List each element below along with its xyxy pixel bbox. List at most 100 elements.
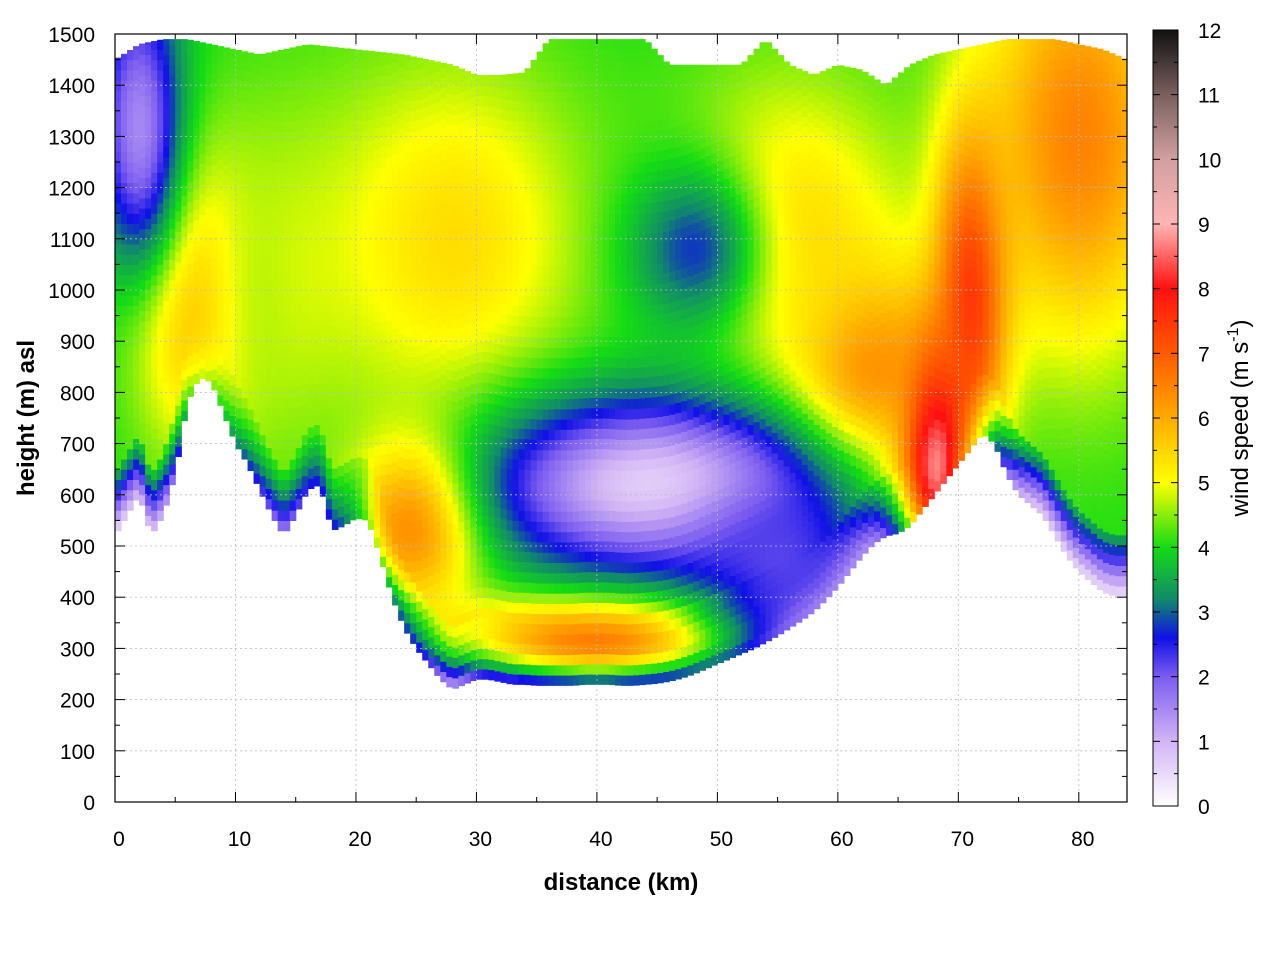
wind-cell xyxy=(681,421,688,432)
wind-cell xyxy=(422,362,429,374)
wind-cell xyxy=(566,459,574,471)
wind-cell xyxy=(169,64,176,76)
wind-cell xyxy=(560,408,568,420)
wind-cell xyxy=(115,90,122,102)
wind-cell xyxy=(223,256,231,268)
wind-cell xyxy=(596,397,604,409)
wind-cell xyxy=(681,636,688,647)
wind-cell xyxy=(645,161,652,173)
wind-cell xyxy=(470,403,478,415)
wind-cell xyxy=(518,243,526,255)
wind-cell xyxy=(566,326,574,338)
wind-cell xyxy=(331,447,339,459)
wind-cell xyxy=(410,397,417,409)
wind-cell xyxy=(392,400,399,411)
wind-cell xyxy=(277,315,285,327)
wind-cell xyxy=(584,151,592,163)
wind-cell xyxy=(464,314,471,326)
wind-cell xyxy=(398,384,405,396)
wind-cell xyxy=(488,464,496,476)
wind-cell xyxy=(349,171,357,183)
wind-cell xyxy=(542,203,550,215)
wind-cell xyxy=(428,329,435,341)
wind-cell xyxy=(590,80,598,91)
wind-cell xyxy=(675,228,682,240)
wind-cell xyxy=(410,387,417,399)
wind-cell xyxy=(627,593,634,604)
wind-cell xyxy=(307,365,315,377)
wind-cell xyxy=(494,466,502,477)
wind-cell xyxy=(584,479,592,491)
wind-cell xyxy=(554,326,562,338)
wind-cell xyxy=(307,426,315,438)
wind-cell xyxy=(476,382,484,393)
wind-cell xyxy=(259,342,267,354)
wind-cell xyxy=(398,415,405,427)
wind-cell xyxy=(470,291,478,303)
wind-cell xyxy=(337,506,345,518)
wind-cell xyxy=(554,203,562,215)
wind-cell xyxy=(554,582,562,594)
wind-cell xyxy=(476,208,484,219)
wind-cell xyxy=(386,64,393,76)
wind-cell xyxy=(175,364,182,376)
wind-cell xyxy=(205,63,212,75)
wind-cell xyxy=(235,172,243,184)
wind-cell xyxy=(488,546,496,558)
wind-cell xyxy=(241,264,249,276)
wind-cell xyxy=(349,417,357,429)
wind-cell xyxy=(247,52,255,62)
wind-cell xyxy=(139,402,146,414)
wind-cell xyxy=(392,338,399,350)
wind-cell xyxy=(681,554,688,566)
wind-cell xyxy=(422,219,429,231)
wind-cell xyxy=(470,260,478,272)
wind-cell xyxy=(524,121,532,133)
wind-cell xyxy=(548,623,556,635)
wind-cell xyxy=(307,386,315,397)
wind-cell xyxy=(259,55,267,67)
wind-cell xyxy=(319,66,327,77)
wind-cell xyxy=(349,396,357,408)
wind-cell xyxy=(169,341,176,353)
wind-cell xyxy=(319,434,327,446)
wind-cell xyxy=(121,223,128,235)
wind-cell xyxy=(349,407,357,418)
wind-cell xyxy=(398,54,405,58)
wind-cell xyxy=(157,295,164,306)
wind-cell xyxy=(247,368,255,379)
wind-cell xyxy=(657,426,664,438)
wind-cell xyxy=(530,316,538,328)
wind-cell xyxy=(313,96,321,108)
wind-cell xyxy=(133,346,140,358)
wind-cell xyxy=(187,222,194,233)
wind-cell xyxy=(289,47,297,50)
wind-cell xyxy=(380,453,387,465)
wind-cell xyxy=(217,384,225,396)
wind-cell xyxy=(241,448,249,460)
wind-cell xyxy=(169,371,176,383)
wind-cell xyxy=(452,360,459,372)
wind-cell xyxy=(446,236,453,248)
wind-cell xyxy=(127,274,134,286)
wind-cell xyxy=(621,398,628,410)
wind-cell xyxy=(602,510,610,521)
wind-cell xyxy=(313,373,321,385)
wind-cell xyxy=(627,39,634,41)
wind-cell xyxy=(289,223,297,235)
wind-cell xyxy=(428,60,435,65)
wind-cell xyxy=(554,265,562,277)
wind-cell xyxy=(458,419,465,431)
wind-cell xyxy=(482,443,490,455)
wind-cell xyxy=(301,219,309,231)
wind-cell xyxy=(681,369,688,381)
wind-cell xyxy=(271,284,279,296)
wind-cell xyxy=(163,453,170,465)
wind-cell xyxy=(295,345,303,356)
wind-cell xyxy=(241,356,249,368)
wind-cell xyxy=(542,480,550,492)
wind-cell xyxy=(434,368,441,379)
wind-cell xyxy=(398,272,405,283)
wind-cell xyxy=(542,173,550,185)
wind-cell xyxy=(325,324,333,336)
